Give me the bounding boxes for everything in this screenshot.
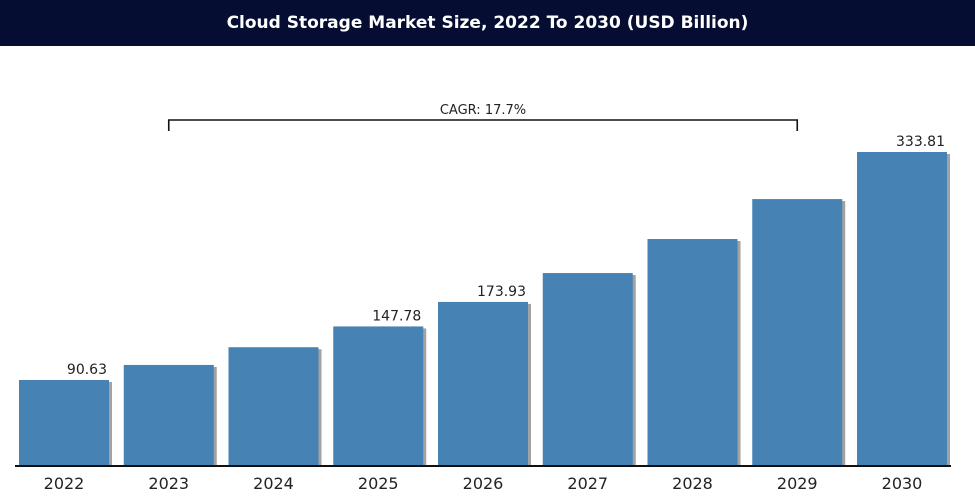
x-tick-2027: 2027	[567, 474, 608, 493]
x-tick-labels-group: 2022 2023 2024 2025 2026 2027 2028 2029 2030	[44, 474, 923, 493]
data-label-2022: 90.63	[67, 362, 107, 378]
x-tick-2026: 2026	[463, 474, 504, 493]
x-tick-2022: 2022	[44, 474, 85, 493]
bar-2022	[19, 380, 109, 465]
bar-2029	[752, 199, 843, 465]
x-tick-2025: 2025	[358, 474, 399, 493]
data-label-2025: 147.78	[372, 308, 421, 324]
cagr-label: CAGR: 17.7%	[440, 103, 526, 118]
cagr-bracket	[167, 119, 799, 131]
bars-group	[19, 152, 950, 465]
bar-2024	[228, 347, 319, 465]
x-tick-2030: 2030	[882, 474, 923, 493]
x-tick-2029: 2029	[777, 474, 818, 493]
cagr-annotation: CAGR: 17.7%	[167, 103, 799, 131]
chart-title: Cloud Storage Market Size, 2022 To 2030 …	[226, 13, 749, 33]
bar-2027	[542, 273, 633, 465]
data-label-2030: 333.81	[896, 134, 945, 150]
data-labels-group: 90.63 147.78 173.93 333.81	[67, 134, 945, 378]
bar-2025	[333, 326, 424, 465]
x-tick-2028: 2028	[672, 474, 713, 493]
bar-2030	[857, 152, 947, 465]
data-label-2026: 173.93	[477, 284, 526, 300]
bar-2028	[647, 239, 738, 465]
chart-header: Cloud Storage Market Size, 2022 To 2030 …	[0, 0, 975, 46]
x-tick-2024: 2024	[253, 474, 294, 493]
x-tick-2023: 2023	[148, 474, 189, 493]
bar-2023	[123, 364, 214, 465]
bar-2026	[438, 301, 528, 465]
